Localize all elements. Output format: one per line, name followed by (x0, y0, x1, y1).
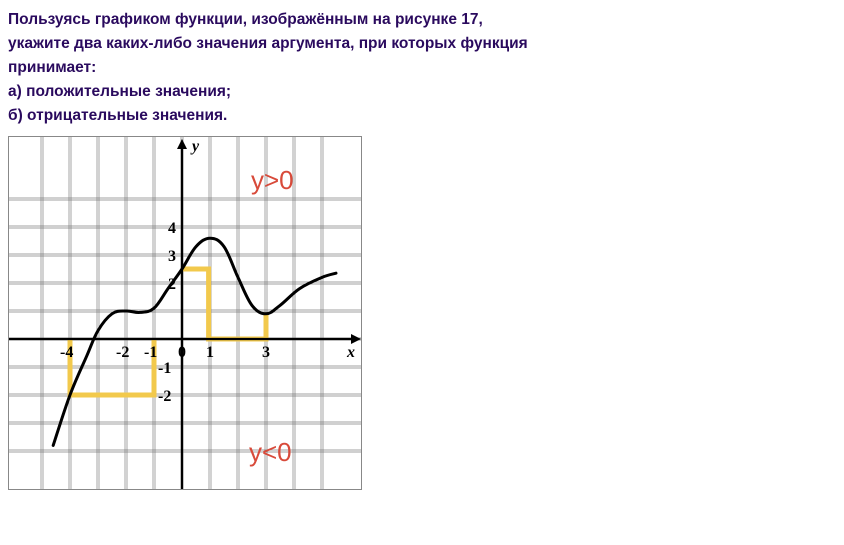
task-text: Пользуясь графиком функции, изображённым… (8, 8, 836, 128)
svg-text:-1: -1 (144, 344, 157, 361)
graph-svg: -4 -2 -1 0 1 3 -1 -2 2 3 4 y x (9, 137, 362, 490)
task-line-2: укажите два каких-либо значения аргумент… (8, 32, 836, 56)
task-line-3: принимает: (8, 56, 836, 80)
svg-text:-2: -2 (116, 344, 129, 361)
svg-text:-2: -2 (158, 388, 171, 405)
overlay-y-positive: y>0 (251, 165, 294, 196)
svg-text:0: 0 (178, 344, 186, 361)
svg-text:x: x (346, 344, 355, 361)
svg-text:-1: -1 (158, 360, 171, 377)
svg-text:y: y (190, 138, 200, 155)
svg-text:3: 3 (262, 344, 270, 361)
task-line-b: б) отрицательные значения. (8, 104, 836, 128)
graph-container: -4 -2 -1 0 1 3 -1 -2 2 3 4 y x y>0 y<0 (8, 136, 362, 490)
task-line-1: Пользуясь графиком функции, изображённым… (8, 8, 836, 32)
svg-text:-4: -4 (60, 344, 73, 361)
svg-text:2: 2 (168, 276, 176, 293)
svg-text:4: 4 (168, 220, 176, 237)
svg-text:1: 1 (206, 344, 214, 361)
overlay-y-negative: y<0 (249, 437, 292, 468)
task-line-a: а) положительные значения; (8, 80, 836, 104)
svg-text:3: 3 (168, 248, 176, 265)
